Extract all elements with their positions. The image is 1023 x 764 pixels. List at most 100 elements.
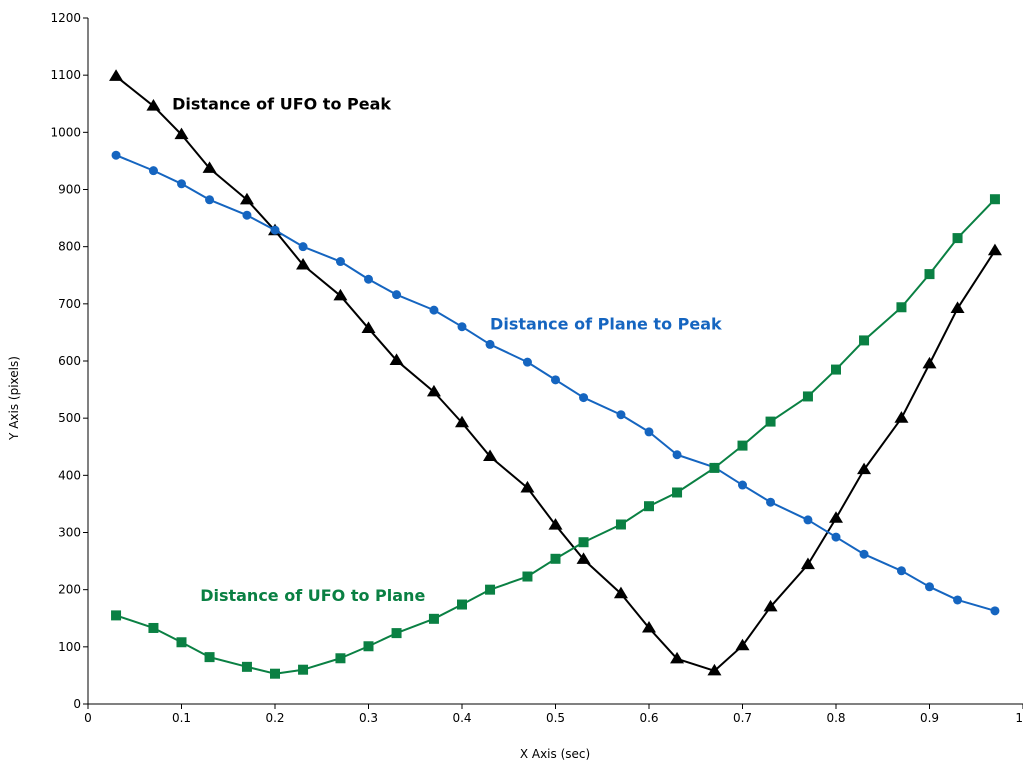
data-point-circle xyxy=(990,606,1000,616)
data-point-triangle xyxy=(333,288,348,301)
data-point-square xyxy=(550,553,561,564)
x-tick-label: 0.5 xyxy=(546,711,565,725)
series-annotation: Distance of Plane to Peak xyxy=(490,315,722,334)
data-point-square xyxy=(335,653,346,664)
data-point-square xyxy=(363,641,374,652)
data-point-triangle xyxy=(174,127,189,140)
data-point-square xyxy=(457,599,467,610)
data-point-square xyxy=(859,335,870,346)
y-tick-label: 800 xyxy=(58,240,81,254)
data-point-circle xyxy=(205,195,215,205)
data-point-circle xyxy=(551,375,560,385)
data-point-triangle xyxy=(987,243,1002,256)
data-point-square xyxy=(644,501,654,512)
data-point-square xyxy=(176,637,187,648)
data-point-circle xyxy=(270,225,280,235)
x-tick-label: 0 xyxy=(84,711,92,725)
x-tick-label: 0.8 xyxy=(826,711,845,725)
y-tick-label: 1000 xyxy=(50,125,81,139)
data-point-circle xyxy=(177,179,186,189)
data-point-triangle xyxy=(613,586,628,599)
y-tick-label: 0 xyxy=(73,697,81,711)
y-tick-label: 400 xyxy=(58,468,81,482)
x-tick-label: 0.7 xyxy=(733,711,752,725)
data-point-square xyxy=(952,233,963,244)
data-point-circle xyxy=(148,166,158,176)
x-tick-label: 1 xyxy=(1015,711,1023,725)
data-point-triangle xyxy=(950,301,965,313)
data-point-triangle xyxy=(800,557,815,570)
series-annotation: Distance of UFO to Peak xyxy=(172,94,391,113)
data-point-square xyxy=(111,610,122,621)
data-point-square xyxy=(709,462,720,473)
data-point-circle xyxy=(579,393,589,403)
x-tick-label: 0.9 xyxy=(920,711,939,725)
data-point-triangle xyxy=(707,663,722,676)
data-point-triangle xyxy=(483,449,498,462)
data-point-square xyxy=(615,519,626,530)
data-point-triangle xyxy=(642,620,656,633)
data-point-circle xyxy=(485,339,495,349)
data-point-circle xyxy=(803,515,813,525)
data-point-triangle xyxy=(389,353,404,365)
x-tick-label: 0.6 xyxy=(639,711,658,725)
data-point-circle xyxy=(457,322,467,332)
x-tick-label: 0.3 xyxy=(359,711,378,725)
data-point-triangle xyxy=(922,356,937,369)
y-tick-label: 300 xyxy=(58,526,81,540)
y-tick-label: 500 xyxy=(58,411,81,425)
y-tick-label: 1100 xyxy=(50,68,81,82)
y-tick-label: 900 xyxy=(58,183,81,197)
data-point-triangle xyxy=(239,192,254,205)
data-point-square xyxy=(204,652,215,663)
data-point-square xyxy=(148,622,159,633)
data-point-triangle xyxy=(520,480,535,493)
y-tick-label: 100 xyxy=(58,640,81,654)
data-point-square xyxy=(391,628,402,639)
data-point-square xyxy=(522,571,533,582)
data-point-circle xyxy=(429,305,439,315)
data-point-circle xyxy=(896,566,906,576)
data-point-circle xyxy=(766,497,776,507)
data-point-square xyxy=(270,668,280,679)
data-point-triangle xyxy=(146,99,161,111)
data-point-square xyxy=(241,661,252,672)
data-point-triangle xyxy=(202,161,217,173)
data-point-circle xyxy=(953,595,963,605)
data-point-circle xyxy=(672,450,682,460)
data-point-triangle xyxy=(426,384,441,397)
data-point-circle xyxy=(644,427,654,437)
series-annotation: Distance of UFO to Plane xyxy=(200,586,425,605)
data-point-circle xyxy=(335,257,345,267)
data-point-circle xyxy=(738,480,747,490)
data-point-square xyxy=(672,487,683,498)
x-tick-label: 0.2 xyxy=(265,711,284,725)
data-point-square xyxy=(896,302,907,313)
y-tick-label: 200 xyxy=(58,583,81,597)
data-point-circle xyxy=(392,290,402,300)
x-tick-label: 0.1 xyxy=(172,711,191,725)
data-point-square xyxy=(298,664,309,675)
y-tick-label: 700 xyxy=(58,297,81,311)
data-point-triangle xyxy=(548,518,563,530)
data-point-circle xyxy=(831,532,841,542)
data-point-triangle xyxy=(735,638,750,651)
x-tick-label: 0.4 xyxy=(452,711,471,725)
data-point-circle xyxy=(616,410,626,420)
data-point-square xyxy=(924,269,935,280)
data-point-circle xyxy=(242,210,252,220)
data-point-circle xyxy=(522,357,532,367)
data-point-square xyxy=(831,364,841,375)
data-point-triangle xyxy=(109,69,124,81)
data-point-circle xyxy=(364,274,373,284)
series-line-0 xyxy=(115,75,996,672)
data-point-square xyxy=(578,537,589,548)
y-axis-title: Y Axis (pixels) xyxy=(7,356,21,441)
data-point-square xyxy=(989,194,1000,205)
y-tick-label: 1200 xyxy=(50,11,81,25)
data-point-triangle xyxy=(455,415,469,428)
data-point-triangle xyxy=(894,411,909,423)
data-point-triangle xyxy=(857,462,872,475)
data-point-circle xyxy=(111,150,121,160)
